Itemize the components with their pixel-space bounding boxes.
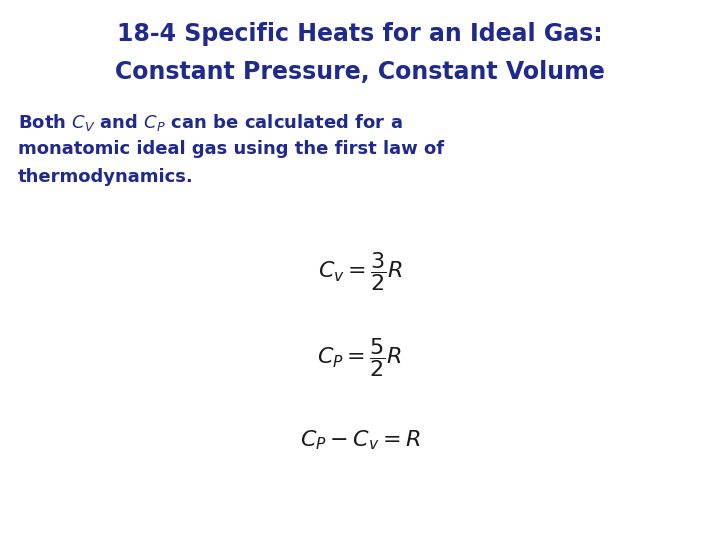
Text: Constant Pressure, Constant Volume: Constant Pressure, Constant Volume bbox=[115, 60, 605, 84]
Text: $C_P - C_v = R$: $C_P - C_v = R$ bbox=[300, 428, 420, 452]
Text: $C_v = \dfrac{3}{2}R$: $C_v = \dfrac{3}{2}R$ bbox=[318, 251, 402, 293]
Text: monatomic ideal gas using the first law of: monatomic ideal gas using the first law … bbox=[18, 140, 444, 158]
Text: thermodynamics.: thermodynamics. bbox=[18, 168, 194, 186]
Text: $C_P = \dfrac{5}{2}R$: $C_P = \dfrac{5}{2}R$ bbox=[318, 336, 402, 380]
Text: 18-4 Specific Heats for an Ideal Gas:: 18-4 Specific Heats for an Ideal Gas: bbox=[117, 22, 603, 46]
Text: Both $C_V$ and $C_P$ can be calculated for a: Both $C_V$ and $C_P$ can be calculated f… bbox=[18, 112, 402, 133]
